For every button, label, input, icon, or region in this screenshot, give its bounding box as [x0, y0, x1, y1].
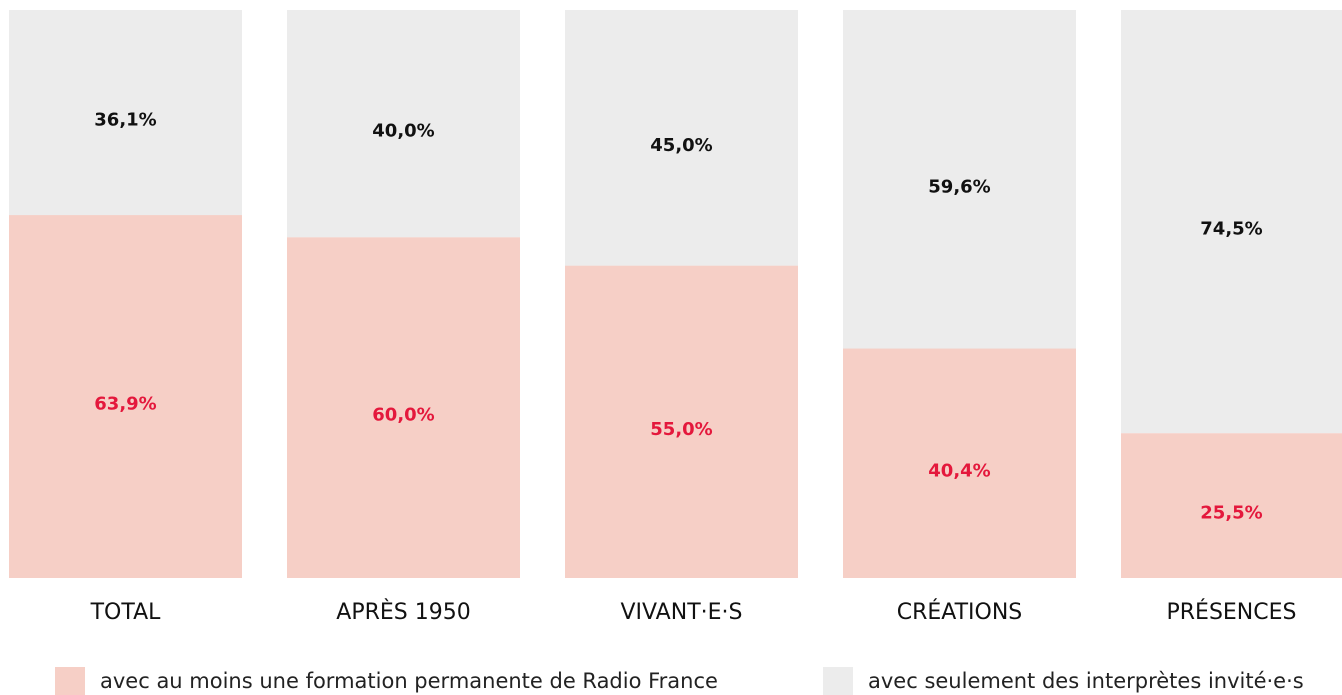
category-label: PRÉSENCES [1166, 599, 1296, 625]
value-label: 40,4% [928, 460, 990, 481]
legend-swatch [823, 667, 853, 695]
bar-segment [287, 237, 520, 578]
bar-segment [565, 10, 798, 266]
bar-segment [1121, 433, 1342, 578]
bar-segment [565, 265, 798, 578]
value-label: 36,1% [94, 110, 156, 131]
bar-segment [9, 215, 242, 578]
legend-label: avec au moins une formation permanente d… [100, 669, 718, 693]
value-label: 45,0% [650, 135, 712, 156]
bar-segment [1121, 10, 1342, 434]
value-label: 40,0% [372, 121, 434, 142]
category-label: VIVANT·E·S [621, 600, 743, 625]
bar-segment [287, 10, 520, 238]
legend-label: avec seulement des interprètes invité·e·… [868, 669, 1304, 693]
legend-swatch [55, 667, 85, 695]
category-label: TOTAL [90, 600, 162, 625]
category-label: APRÈS 1950 [336, 599, 470, 625]
value-label: 25,5% [1200, 503, 1262, 524]
bar-segment [843, 10, 1076, 349]
bar-segment [9, 10, 242, 216]
bar-segment [843, 348, 1076, 578]
value-label: 63,9% [94, 394, 156, 415]
category-label: CRÉATIONS [897, 599, 1023, 625]
value-label: 59,6% [928, 176, 990, 197]
value-label: 74,5% [1200, 219, 1262, 240]
value-label: 55,0% [650, 419, 712, 440]
value-label: 60,0% [372, 405, 434, 426]
